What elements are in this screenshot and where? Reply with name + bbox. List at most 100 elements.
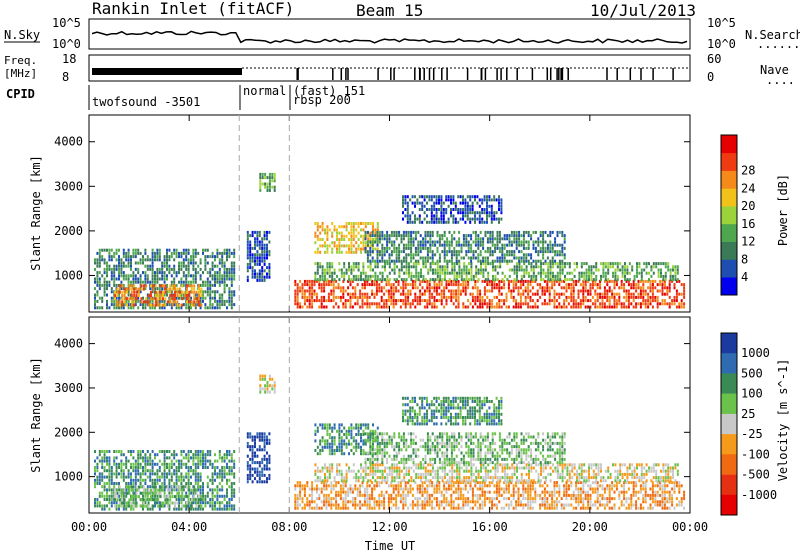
echo-cell — [414, 279, 417, 283]
echo-cell — [149, 267, 152, 271]
echo-cell — [436, 268, 439, 272]
echo-cell — [202, 283, 204, 287]
echo-cell — [464, 204, 467, 208]
echo-cell — [199, 485, 202, 489]
echo-cell — [142, 469, 144, 473]
echo-cell — [518, 230, 521, 234]
echo-cell — [423, 195, 426, 199]
echo-cell — [371, 259, 374, 263]
echo-cell — [98, 280, 101, 284]
echo-cell — [462, 211, 464, 215]
echo-cell — [192, 258, 195, 262]
echo-cell — [221, 261, 224, 265]
echo-cell — [263, 441, 266, 445]
echo-cell — [448, 240, 451, 244]
echo-cell — [361, 302, 364, 306]
echo-cell — [190, 274, 192, 278]
echo-cell — [176, 491, 179, 495]
echo-cell — [499, 262, 502, 266]
echo-cell — [249, 477, 252, 481]
echo-cell — [498, 302, 501, 306]
echo-cell — [366, 506, 369, 510]
echo-cell — [458, 240, 461, 244]
echo-cell — [386, 259, 389, 263]
echo-cell — [142, 296, 144, 300]
echo-cell — [122, 491, 125, 495]
echo-cell — [565, 283, 568, 287]
echo-cell — [319, 225, 322, 229]
echo-cell — [554, 278, 557, 282]
echo-cell — [226, 306, 228, 310]
echo-cell — [486, 208, 488, 211]
echo-cell — [214, 299, 216, 303]
echo-cell — [108, 264, 111, 268]
echo-cell — [230, 306, 233, 310]
echo-cell — [508, 240, 511, 244]
echo-cell — [445, 198, 448, 202]
echo-cell — [395, 497, 398, 501]
echo-cell — [261, 438, 264, 442]
echo-cell — [542, 271, 545, 275]
echo-cell — [204, 267, 207, 271]
echo-cell — [96, 299, 99, 303]
echo-cell — [380, 481, 383, 485]
echo-cell — [615, 292, 618, 296]
echo-cell — [194, 450, 197, 453]
echo-cell — [228, 290, 231, 294]
echo-cell — [364, 241, 367, 245]
echo-cell — [548, 302, 551, 306]
echo-cell — [661, 283, 664, 287]
echo-cell — [400, 278, 403, 282]
echo-cell — [534, 305, 537, 309]
echo-cell — [531, 299, 534, 303]
echo-cell — [558, 279, 561, 283]
echo-cell — [268, 441, 271, 445]
echo-cell — [266, 176, 269, 180]
echo-cell — [226, 248, 228, 252]
echo-cell — [162, 294, 164, 297]
echo-cell — [349, 299, 352, 303]
echo-cell — [515, 302, 518, 306]
echo-cell — [435, 208, 438, 211]
echo-cell — [520, 250, 523, 254]
echo-cell — [106, 261, 108, 265]
echo-cell — [637, 292, 640, 296]
echo-cell — [517, 305, 520, 309]
echo-cell — [517, 286, 520, 290]
echo-cell — [330, 279, 333, 283]
echo-cell — [315, 484, 318, 488]
echo-cell — [630, 292, 633, 296]
echo-cell — [585, 274, 588, 278]
echo-cell — [211, 498, 214, 501]
echo-cell — [249, 256, 252, 260]
echo-cell — [481, 299, 484, 303]
echo-cell — [442, 201, 445, 205]
echo-cell — [431, 305, 434, 309]
echo-cell — [489, 250, 492, 254]
echo-cell — [324, 231, 326, 235]
echo-cell — [115, 267, 118, 271]
echo-cell — [441, 271, 444, 275]
echo-cell — [481, 201, 484, 205]
echo-cell — [419, 490, 422, 494]
echo-cell — [642, 299, 645, 303]
echo-cell — [223, 466, 226, 469]
echo-cell — [494, 259, 497, 263]
echo-cell — [580, 262, 583, 266]
echo-cell — [542, 234, 545, 238]
echo-cell — [433, 214, 436, 218]
echo-cell — [402, 487, 405, 491]
echo-cell — [378, 286, 381, 290]
echo-cell — [120, 287, 123, 291]
echo-cell — [409, 487, 412, 491]
echo-cell — [266, 441, 268, 445]
echo-cell — [330, 490, 333, 494]
echo-cell — [175, 251, 178, 255]
echo-cell — [638, 265, 641, 269]
echo-cell — [211, 494, 214, 498]
echo-cell — [149, 462, 152, 466]
echo-cell — [348, 268, 350, 272]
echo-cell — [621, 274, 624, 278]
echo-cell — [209, 283, 212, 287]
echo-cell — [338, 241, 341, 245]
